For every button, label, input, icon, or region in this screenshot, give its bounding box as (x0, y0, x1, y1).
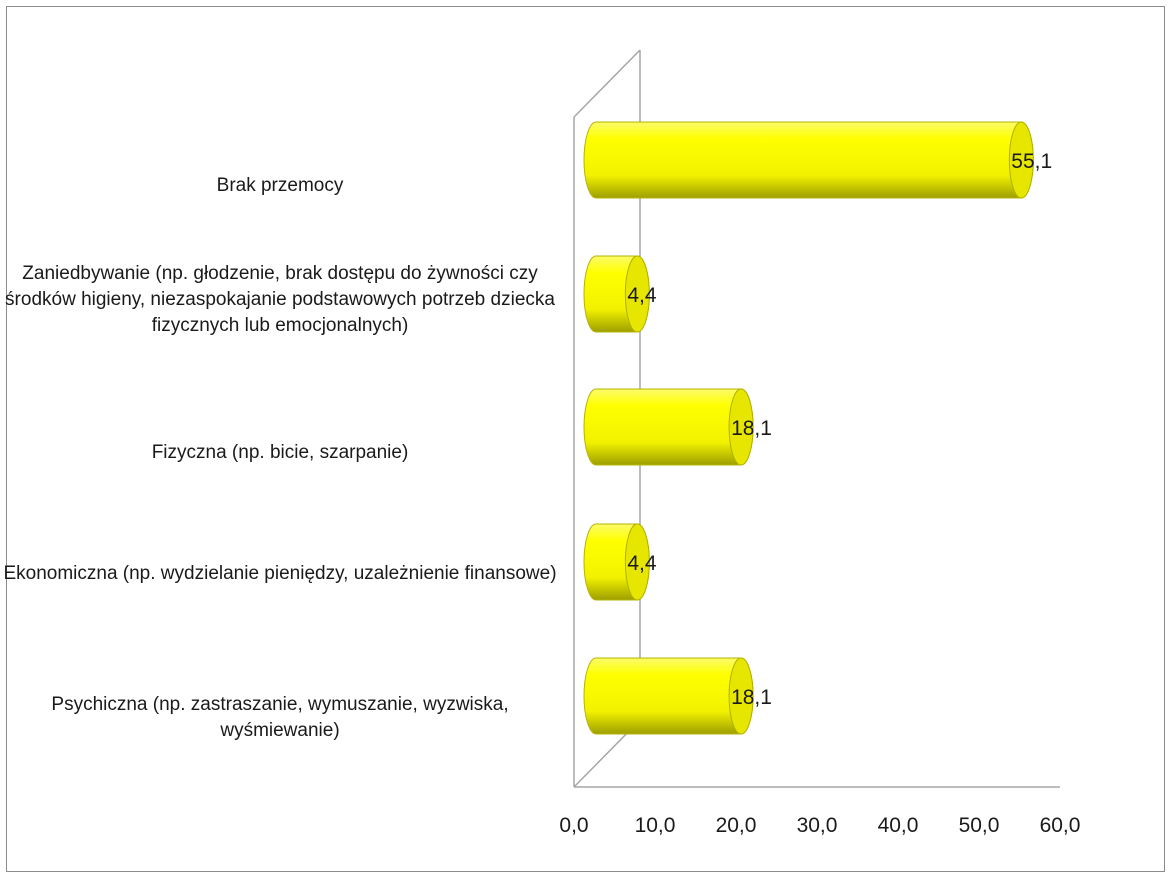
category-label: Psychiczna (np. zastraszanie, wymuszanie… (51, 694, 509, 741)
x-tick-label: 10,0 (635, 814, 676, 837)
bar-value-label: 18,1 (731, 417, 772, 440)
bar: 55,1 (583, 121, 1052, 199)
bar-value-label: 4,4 (627, 284, 657, 307)
bar-value-label: 18,1 (731, 686, 772, 709)
x-tick-label: 40,0 (878, 814, 919, 837)
bar-cap (624, 255, 650, 333)
category-label: Brak przemocy (216, 175, 344, 196)
x-tick-label: 30,0 (797, 814, 838, 837)
x-axis-ticks: 0,0 10,0 20,0 30,0 40,0 50,0 60,0 (559, 814, 1080, 837)
bar-body (583, 657, 754, 735)
x-tick-label: 60,0 (1040, 814, 1081, 837)
bar-cap (728, 657, 754, 735)
bar-body (583, 121, 1034, 199)
bar: 4,4 (583, 523, 657, 601)
bars: 55,1 4,4 18,1 4,4 18,1 (583, 121, 1052, 735)
x-tick-label: 50,0 (959, 814, 1000, 837)
bar: 18,1 (583, 388, 772, 466)
category-label: Fizyczna (np. bicie, szarpanie) (151, 442, 409, 463)
x-tick-label: 20,0 (716, 814, 757, 837)
x-tick-label: 0,0 (559, 814, 588, 837)
category-label: Zaniedbywanie (np. głodzenie, brak dostę… (5, 263, 555, 336)
bar-cap (728, 388, 754, 466)
bar: 4,4 (583, 255, 657, 333)
bar-value-label: 4,4 (627, 552, 657, 575)
bar-body (583, 388, 754, 466)
bar-value-label: 55,1 (1011, 150, 1052, 173)
bar-cap (624, 523, 650, 601)
bar: 18,1 (583, 657, 772, 735)
bar-cap (1008, 121, 1034, 199)
axis-wall-top-edge (573, 49, 641, 118)
category-label: Ekonomiczna (np. wydzielanie pieniędzy, … (3, 563, 557, 584)
